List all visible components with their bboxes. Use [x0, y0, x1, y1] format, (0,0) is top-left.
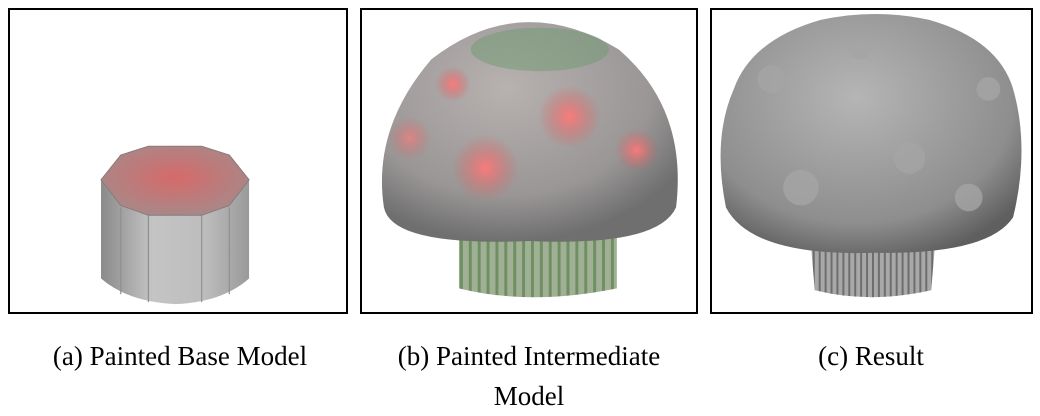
- panel-a-image: [8, 8, 348, 314]
- panel-c-image: [710, 8, 1033, 314]
- caption-c: (c) Result: [740, 336, 1002, 376]
- panel-b-image: [360, 8, 698, 314]
- caption-b: (b) Painted Intermediate Model: [372, 336, 686, 416]
- figure: (a) Painted Base Model (b) Painted Inter…: [0, 0, 1040, 415]
- caption-a: (a) Painted Base Model: [40, 336, 320, 376]
